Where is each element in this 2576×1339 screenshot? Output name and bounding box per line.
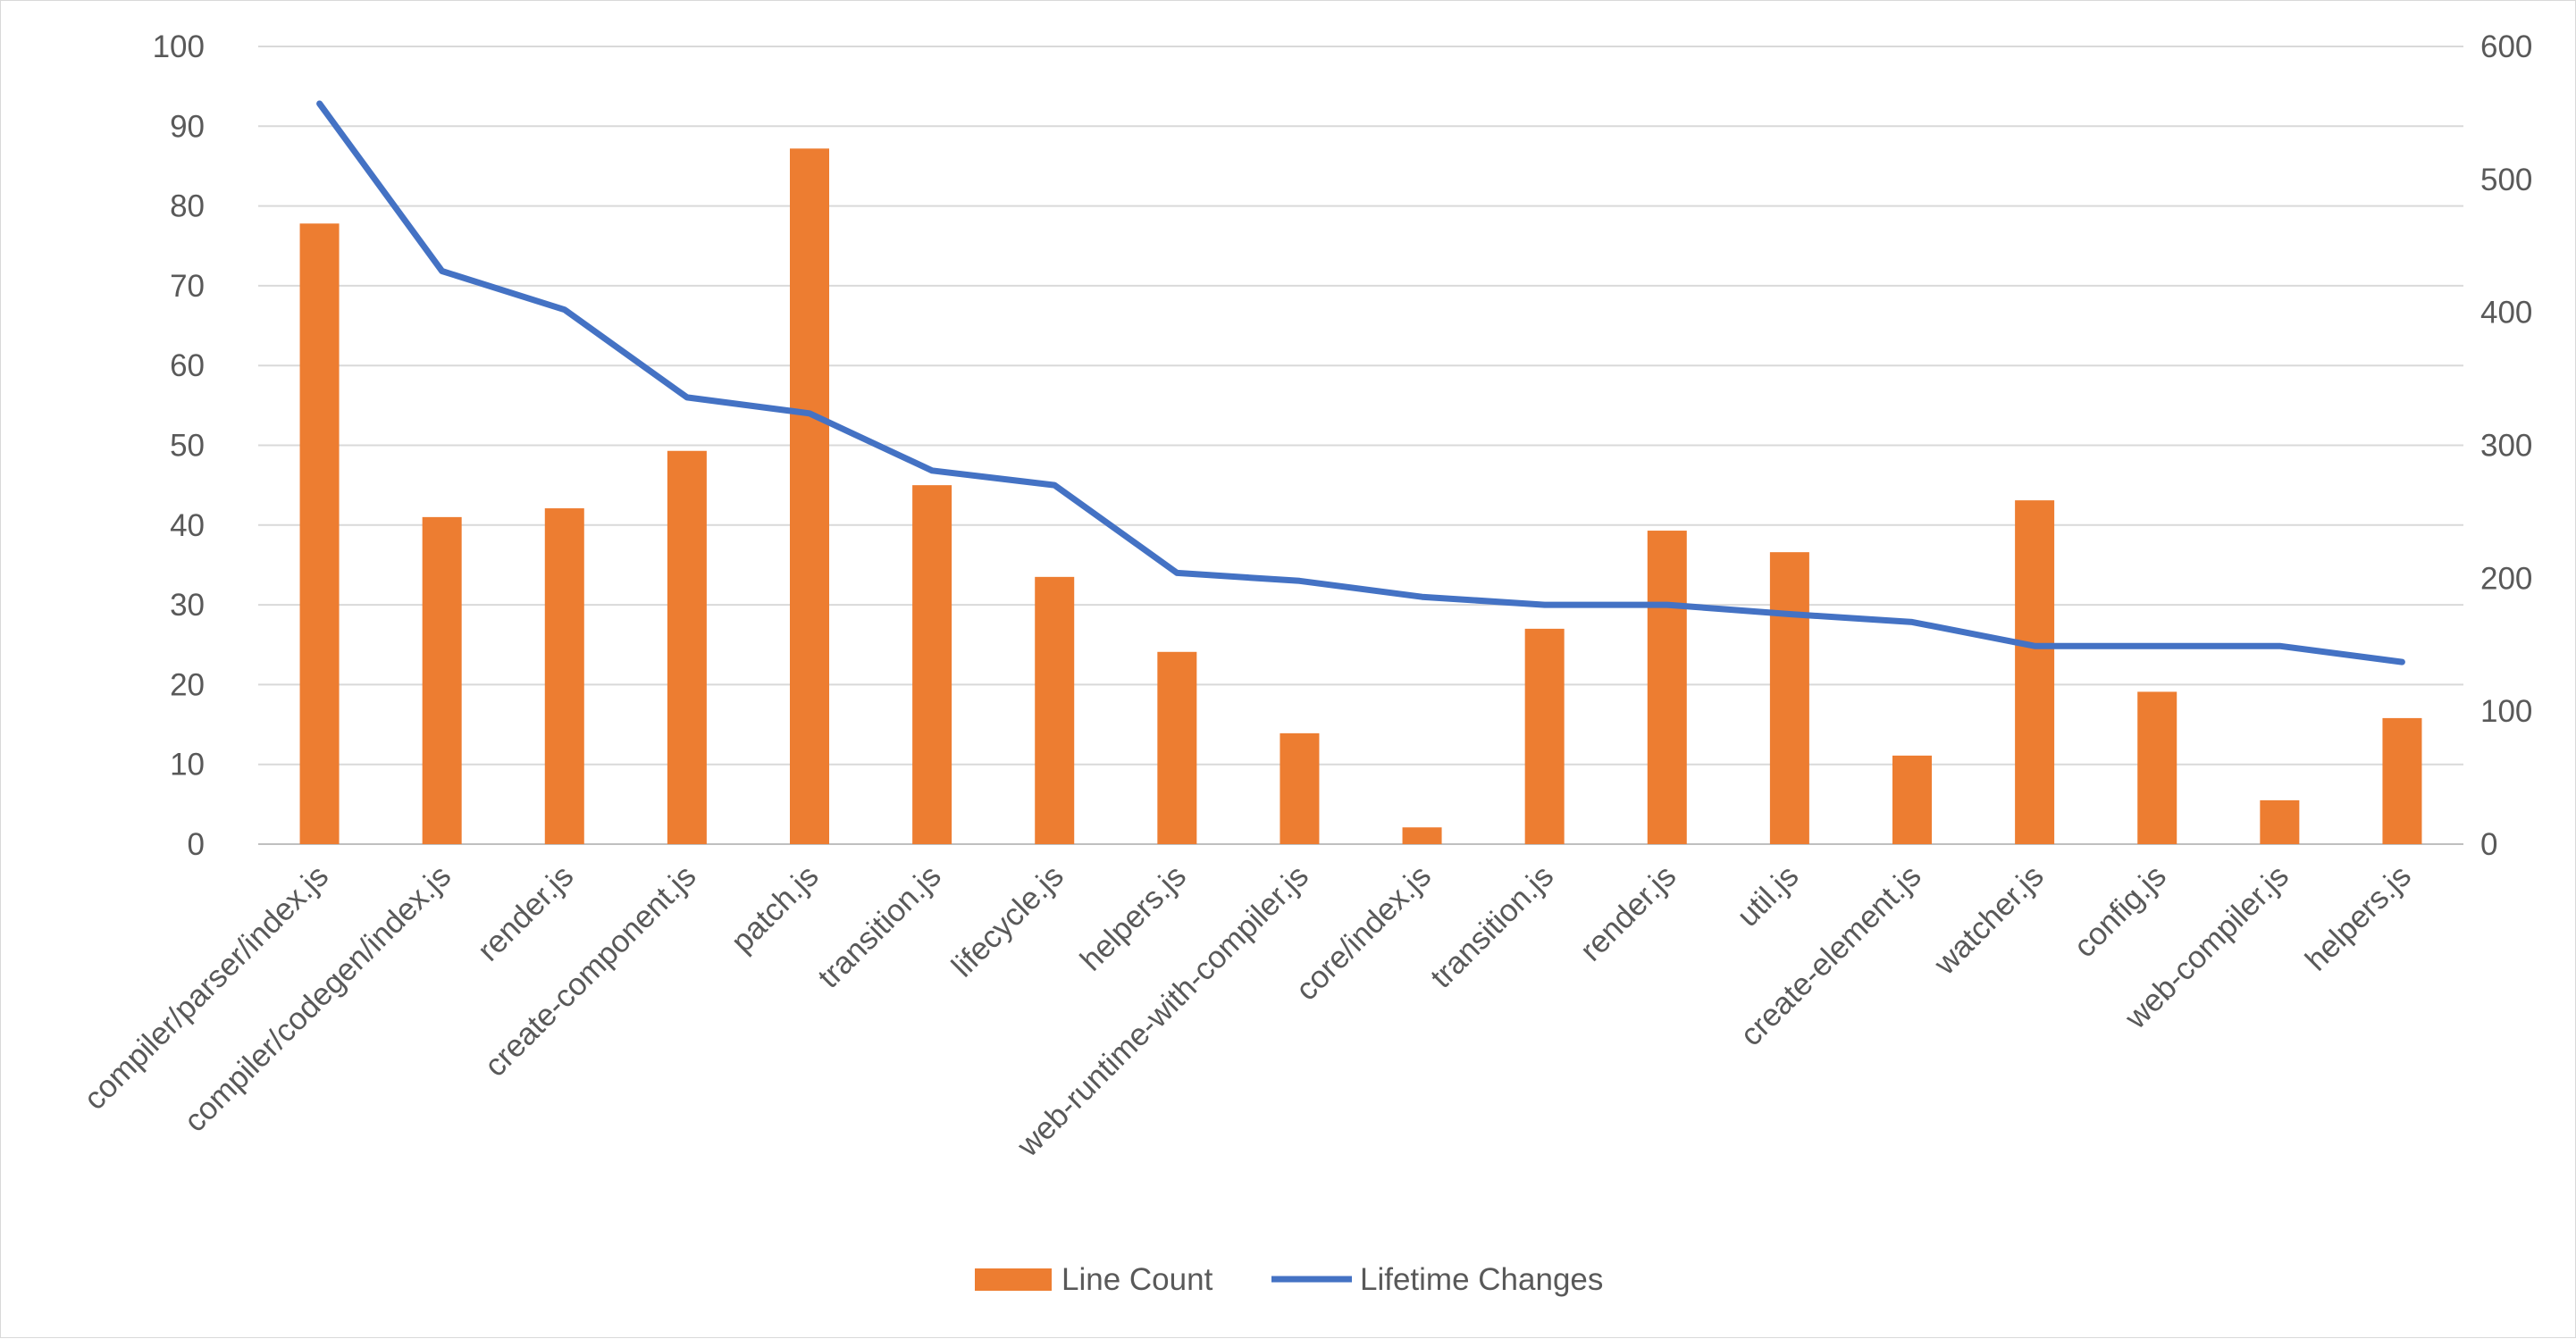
legend-swatch-line-count — [975, 1268, 1052, 1291]
left-tick-label: 100 — [153, 29, 205, 64]
legend: Line Count Lifetime Changes — [975, 1262, 1603, 1297]
left-tick-label: 70 — [170, 269, 205, 304]
x-tick-label: helpers.js — [2299, 858, 2418, 977]
line-count-bars — [299, 148, 2422, 845]
x-tick-label: transition.js — [1424, 858, 1561, 995]
bar-line-count — [422, 516, 462, 844]
x-tick-label: config.js — [2068, 858, 2173, 964]
bar-line-count — [2015, 500, 2055, 844]
bar-line-count — [1402, 827, 1442, 844]
bar-line-count — [544, 508, 584, 844]
right-tick-label: 600 — [2480, 29, 2532, 64]
left-tick-label: 60 — [170, 348, 205, 383]
bar-line-count — [299, 223, 340, 845]
x-tick-label: render.js — [1573, 858, 1683, 968]
right-tick-label: 200 — [2480, 561, 2532, 596]
right-tick-label: 300 — [2480, 429, 2532, 464]
left-tick-label: 10 — [170, 748, 205, 782]
bar-line-count — [2260, 799, 2300, 844]
left-tick-label: 80 — [170, 189, 205, 224]
x-tick-label: util.js — [1731, 858, 1806, 933]
bar-line-count — [667, 450, 707, 844]
x-tick-label: render.js — [471, 858, 581, 968]
left-tick-label: 30 — [170, 588, 205, 623]
bar-line-count — [1524, 628, 1565, 844]
right-tick-label: 100 — [2480, 694, 2532, 729]
left-tick-label: 0 — [188, 827, 205, 862]
x-tick-label: compiler/parser/index.js — [77, 858, 335, 1117]
x-tick-label: create-component.js — [478, 858, 703, 1084]
left-axis-ticks: 0 10 20 30 40 50 60 70 80 90 100 — [153, 29, 205, 862]
bar-line-count — [2382, 717, 2422, 844]
x-axis-labels: compiler/parser/index.jscompiler/codegen… — [77, 858, 2418, 1164]
x-tick-label: lifecycle.js — [945, 858, 1070, 983]
x-tick-label: helpers.js — [1073, 858, 1192, 977]
x-tick-label: patch.js — [725, 858, 826, 959]
legend-label-lifetime-changes: Lifetime Changes — [1360, 1262, 1603, 1297]
x-tick-label: watcher.js — [1926, 858, 2050, 982]
lifetime-changes-line-series — [316, 100, 2405, 665]
bar-line-count — [1035, 576, 1075, 844]
bar-line-count — [1157, 651, 1197, 844]
bar-line-count — [1769, 552, 1809, 844]
left-tick-label: 40 — [170, 508, 205, 543]
legend-label-line-count: Line Count — [1061, 1262, 1213, 1297]
right-tick-label: 500 — [2480, 163, 2532, 197]
bar-line-count — [1892, 755, 1932, 844]
bar-line-count — [1280, 732, 1320, 844]
bar-line-count — [1647, 531, 1687, 844]
bar-line-count — [912, 485, 952, 844]
right-tick-label: 400 — [2480, 296, 2532, 331]
line-lifetime-changes — [316, 100, 2405, 665]
bar-line-count — [2137, 691, 2177, 844]
left-tick-label: 50 — [170, 429, 205, 464]
left-tick-label: 20 — [170, 667, 205, 702]
x-tick-label: transition.js — [811, 858, 948, 995]
bar-line-count — [790, 148, 829, 844]
right-tick-label: 0 — [2480, 827, 2497, 862]
right-axis-ticks: 0 100 200 300 400 500 600 — [2480, 29, 2532, 862]
gridlines — [258, 46, 2463, 845]
left-tick-label: 90 — [170, 109, 205, 144]
